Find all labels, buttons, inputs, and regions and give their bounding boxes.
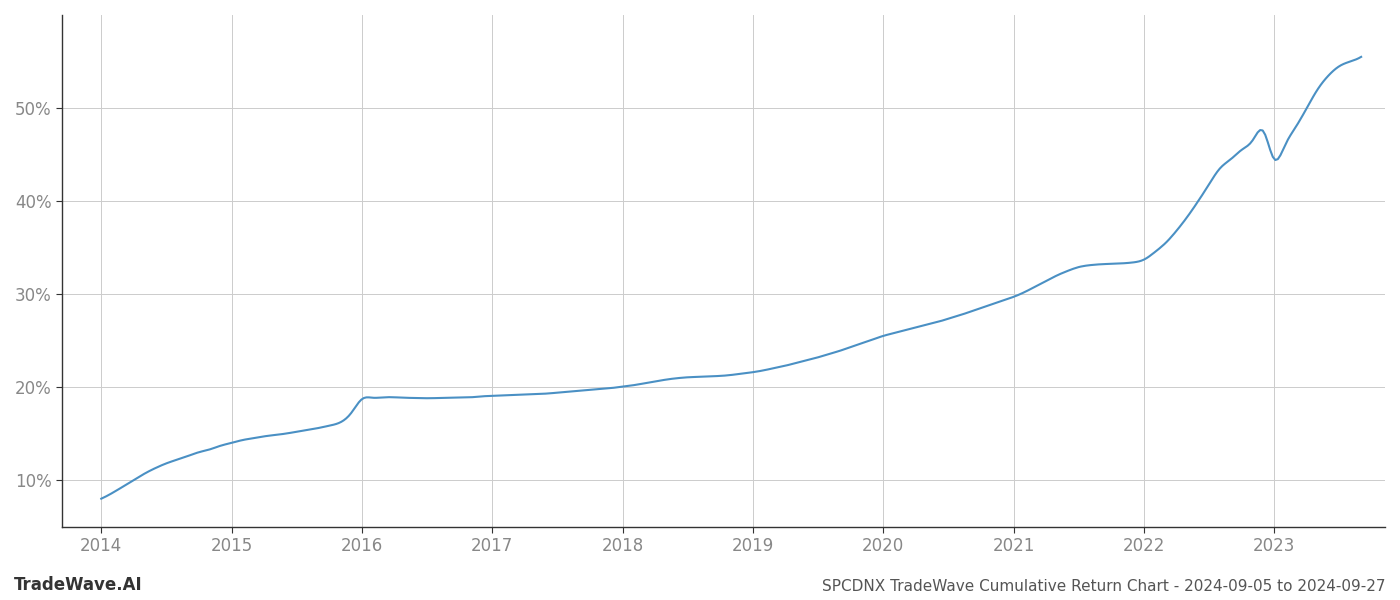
Text: SPCDNX TradeWave Cumulative Return Chart - 2024-09-05 to 2024-09-27: SPCDNX TradeWave Cumulative Return Chart…: [823, 579, 1386, 594]
Text: TradeWave.AI: TradeWave.AI: [14, 576, 143, 594]
